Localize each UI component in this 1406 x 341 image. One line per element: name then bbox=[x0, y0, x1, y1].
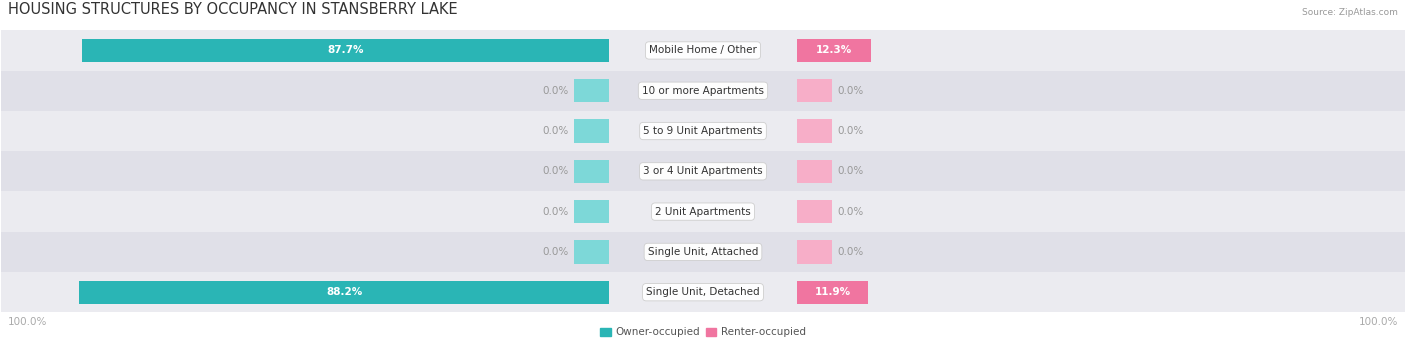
Text: 2 Unit Apartments: 2 Unit Apartments bbox=[655, 207, 751, 217]
Bar bbox=[575, 240, 609, 264]
Text: Single Unit, Detached: Single Unit, Detached bbox=[647, 287, 759, 297]
Text: 10 or more Apartments: 10 or more Apartments bbox=[643, 86, 763, 96]
Bar bbox=[797, 39, 870, 62]
Text: 88.2%: 88.2% bbox=[326, 287, 363, 297]
Text: 0.0%: 0.0% bbox=[837, 247, 863, 257]
Bar bbox=[797, 240, 831, 264]
Text: 0.0%: 0.0% bbox=[837, 86, 863, 96]
Bar bbox=[575, 79, 609, 102]
Text: 0.0%: 0.0% bbox=[543, 207, 569, 217]
Text: Source: ZipAtlas.com: Source: ZipAtlas.com bbox=[1302, 9, 1398, 17]
Text: 12.3%: 12.3% bbox=[815, 45, 852, 56]
Text: 0.0%: 0.0% bbox=[543, 86, 569, 96]
Text: 0.0%: 0.0% bbox=[837, 207, 863, 217]
Bar bbox=[797, 119, 831, 143]
Text: HOUSING STRUCTURES BY OCCUPANCY IN STANSBERRY LAKE: HOUSING STRUCTURES BY OCCUPANCY IN STANS… bbox=[8, 2, 458, 17]
Bar bbox=[797, 79, 831, 102]
Bar bbox=[1, 30, 1405, 71]
Bar bbox=[1, 111, 1405, 151]
Text: 3 or 4 Unit Apartments: 3 or 4 Unit Apartments bbox=[643, 166, 763, 176]
Bar bbox=[575, 200, 609, 223]
Bar bbox=[1, 71, 1405, 111]
Text: 0.0%: 0.0% bbox=[543, 126, 569, 136]
Bar bbox=[1, 232, 1405, 272]
Bar bbox=[797, 281, 869, 304]
Text: 100.0%: 100.0% bbox=[1358, 317, 1398, 327]
Bar bbox=[797, 160, 831, 183]
Text: 0.0%: 0.0% bbox=[543, 247, 569, 257]
Text: 100.0%: 100.0% bbox=[8, 317, 48, 327]
Text: Single Unit, Attached: Single Unit, Attached bbox=[648, 247, 758, 257]
Text: 0.0%: 0.0% bbox=[837, 166, 863, 176]
Legend: Owner-occupied, Renter-occupied: Owner-occupied, Renter-occupied bbox=[596, 323, 810, 341]
Text: 11.9%: 11.9% bbox=[814, 287, 851, 297]
Bar bbox=[575, 160, 609, 183]
Bar bbox=[1, 151, 1405, 192]
Text: Mobile Home / Other: Mobile Home / Other bbox=[650, 45, 756, 56]
Text: 87.7%: 87.7% bbox=[328, 45, 364, 56]
Bar bbox=[575, 119, 609, 143]
Text: 5 to 9 Unit Apartments: 5 to 9 Unit Apartments bbox=[644, 126, 762, 136]
Bar bbox=[79, 281, 609, 304]
Bar bbox=[1, 272, 1405, 312]
Bar bbox=[82, 39, 609, 62]
Bar bbox=[1, 192, 1405, 232]
Text: 0.0%: 0.0% bbox=[837, 126, 863, 136]
Bar bbox=[797, 200, 831, 223]
Text: 0.0%: 0.0% bbox=[543, 166, 569, 176]
